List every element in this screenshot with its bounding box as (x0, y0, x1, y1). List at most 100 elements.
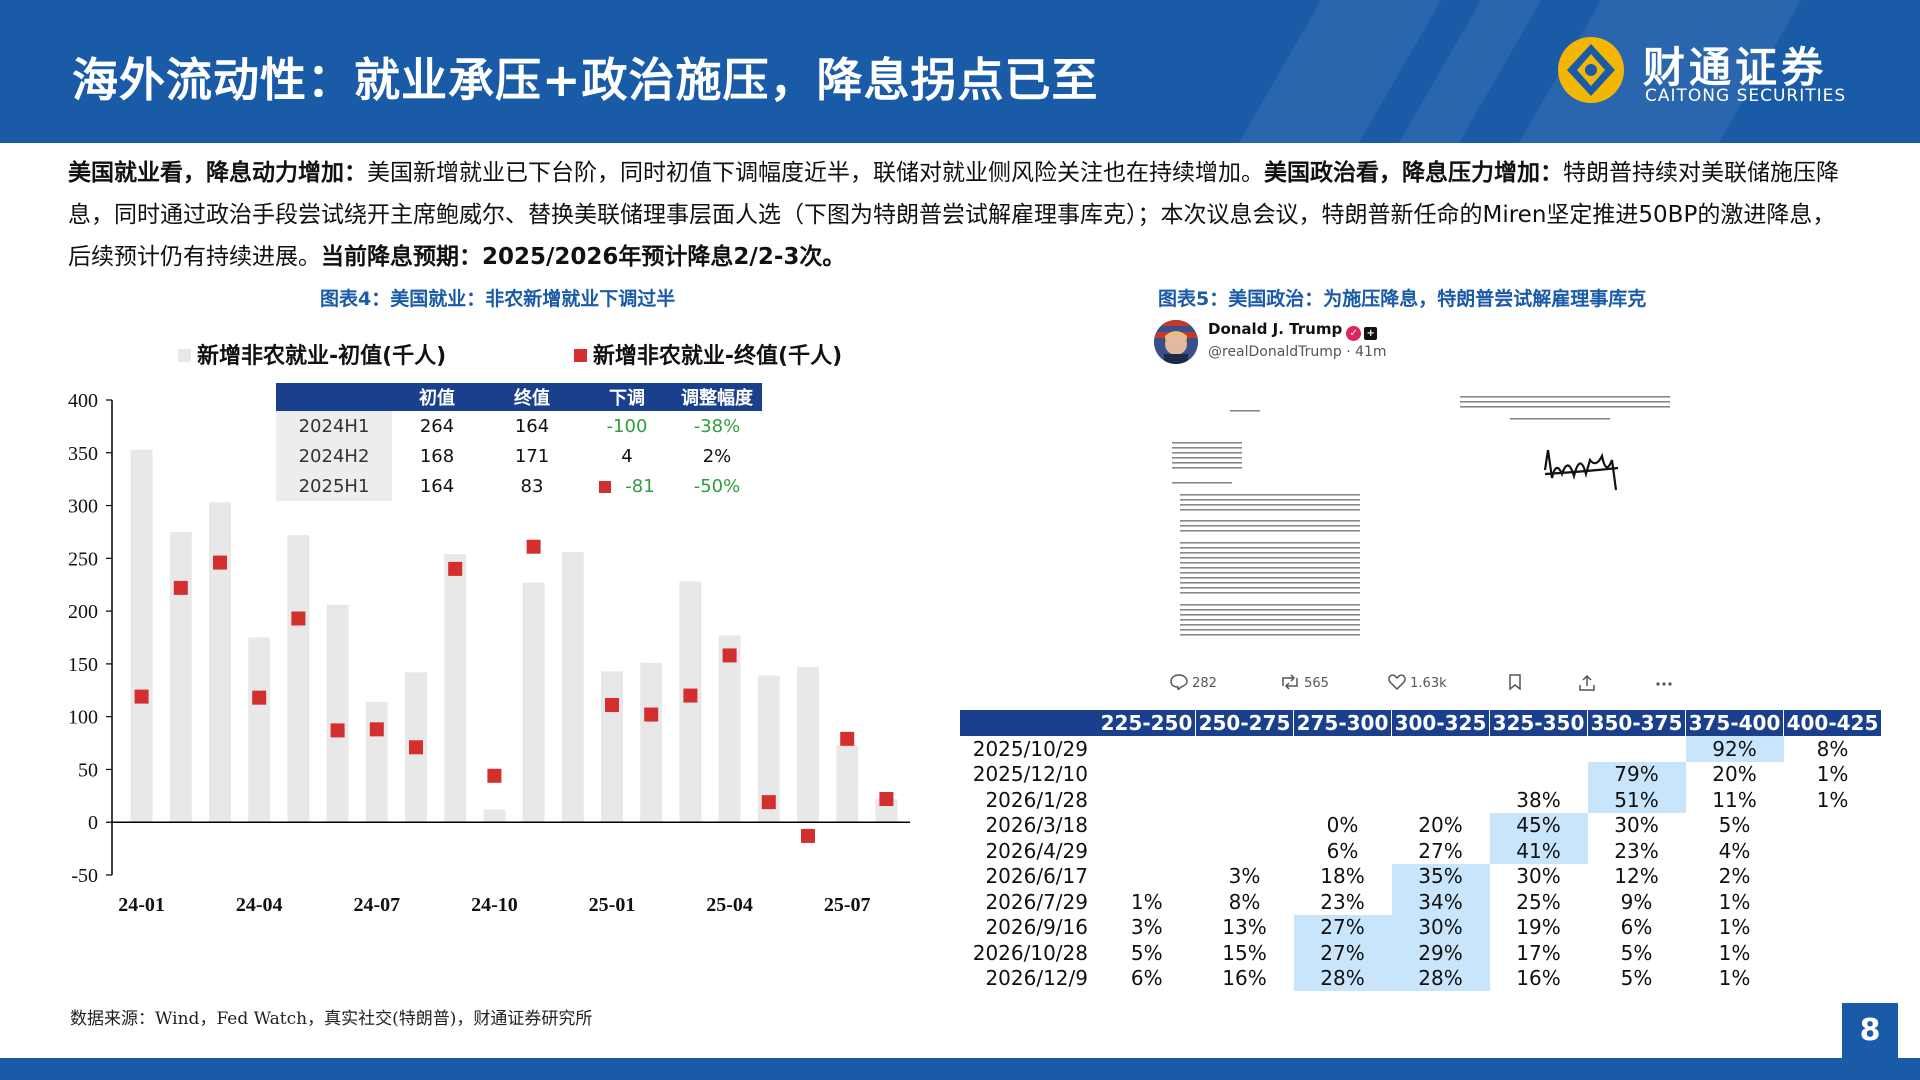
y-tick-label: 50 (78, 759, 98, 781)
fedwatch-prob-cell (1196, 787, 1294, 813)
y-tick-label: 250 (68, 548, 98, 570)
initial-value-bar (797, 667, 819, 823)
legend-final-swatch (573, 349, 587, 362)
final-value-marker (879, 792, 894, 806)
heart-icon (1388, 674, 1406, 691)
avatar[interactable] (1154, 320, 1198, 364)
signature-icon (1543, 449, 1619, 491)
letter-text-line (1180, 504, 1360, 506)
letter-text-line (1172, 462, 1242, 464)
like-action[interactable]: 1.63k (1388, 674, 1447, 691)
letter-text-line (1180, 629, 1360, 631)
fedwatch-prob-cell: 27% (1293, 914, 1392, 940)
bookmark-action[interactable] (1508, 674, 1522, 695)
tweet-author-name[interactable]: Donald J. Trump ✓ + (1208, 320, 1378, 341)
reply-action[interactable]: 282 (1170, 674, 1217, 691)
initial-value-bar (209, 502, 231, 823)
y-tick-label: -50 (71, 865, 98, 887)
initial-value-bar (326, 604, 349, 823)
logo-text-cn: 财通证券 (1643, 43, 1828, 92)
fedwatch-col-header: 275-300 (1293, 710, 1392, 736)
letter-text-line (1180, 562, 1360, 564)
final-value-marker (487, 768, 502, 783)
table-row: 2026/12/9 6% 16% 28% 28% 16% 5% 1% (960, 965, 1882, 992)
fedwatch-prob-cell: 1% (1718, 915, 1751, 940)
company-logo: 财通证券 CAITONG SECURITIES (1555, 30, 1885, 115)
share-action[interactable] (1578, 674, 1596, 696)
letter-text-line (1180, 542, 1360, 544)
initial-value-bar (601, 671, 623, 823)
fedwatch-prob-cell: 30% (1516, 864, 1561, 889)
fedwatch-date-cell: 2026/6/17 (985, 864, 1088, 889)
revision-cell: 264 (392, 411, 482, 441)
repost-action[interactable]: 565 (1280, 674, 1329, 691)
table-row: 2026/7/29 1% 8% 23% 34% 25% 9% 1% (960, 889, 1882, 915)
fedwatch-prob-cell (1098, 864, 1196, 890)
fedwatch-prob-cell: 18% (1320, 864, 1365, 889)
fedwatch-date-cell: 2026/4/29 (985, 838, 1088, 863)
table-row: 2025H1 164 83 -81 -50% (276, 471, 762, 501)
revision-table-header: 初值 终值 下调 调整幅度 (276, 383, 762, 411)
table-row: 2026/9/16 3% 13% 27% 30% 19% 6% 1% (960, 914, 1882, 941)
fedwatch-col-header: 300-325 (1391, 710, 1490, 736)
fedwatch-prob-cell (1784, 966, 1882, 992)
fedwatch-prob-cell: 2% (1718, 864, 1751, 889)
revision-col-final: 终值 (482, 383, 582, 411)
letter-text-line (1180, 572, 1360, 574)
fedwatch-prob-cell (1392, 736, 1490, 762)
more-action[interactable] (1654, 674, 1674, 694)
x-tick-label: 24-10 (471, 894, 518, 916)
fedwatch-prob-cell: 5% (1718, 813, 1751, 838)
fedwatch-prob-cell: 3% (1130, 915, 1163, 940)
revision-cell: 2024H2 (276, 441, 392, 471)
fedwatch-col-header: 375-400 (1685, 710, 1784, 736)
y-tick-label: 100 (68, 707, 98, 729)
fedwatch-date-cell: 2026/9/16 (985, 915, 1088, 940)
letter-text-line (1180, 520, 1360, 522)
fedwatch-prob-cell (1196, 762, 1294, 788)
letter-text-line (1172, 447, 1242, 449)
fedwatch-prob-cell: 1% (1816, 762, 1849, 787)
intro-politics-text: 特朗普持续对美联储施压降息，同时通过政治手段尝试绕开主席鲍威尔、替换美联储理事层… (68, 160, 1839, 270)
fedwatch-prob-cell (1784, 813, 1882, 839)
fedwatch-prob-cell: 27% (1418, 838, 1463, 863)
initial-value-bar (561, 552, 584, 823)
tweet-actions: 282 565 1.63k (1170, 674, 1690, 698)
fedwatch-col-date (960, 710, 1098, 736)
final-value-marker (448, 561, 463, 576)
letter-text-line (1230, 410, 1260, 412)
initial-value-bar (483, 809, 506, 823)
revision-cell: 171 (482, 441, 582, 471)
share-icon (1579, 674, 1595, 691)
fedwatch-prob-cell: 92% (1685, 736, 1784, 762)
header-bar: 海外流动性：就业承压+政治施压，降息拐点已至 财通证券 CAITONG SECU… (0, 0, 1920, 143)
fedwatch-prob-cell (1784, 915, 1882, 941)
table-row: 2026/6/17 3% 18% 35% 30% 12% 2% (960, 863, 1882, 890)
legend-initial-label: 新增非农就业-初值(千人) (197, 344, 447, 369)
letter-text-line (1172, 482, 1232, 484)
final-value-marker (644, 707, 659, 722)
tweet-handle: @realDonaldTrump · 41m (1208, 344, 1387, 360)
initial-value-bar (365, 701, 388, 823)
initial-value-bar (757, 675, 780, 823)
final-value-marker (173, 580, 188, 595)
fedwatch-prob-cell: 16% (1516, 966, 1561, 991)
final-value-marker (369, 722, 384, 737)
letter-text-line (1172, 457, 1242, 459)
letter-text-line (1180, 530, 1360, 532)
fedwatch-date-cell: 2026/1/28 (985, 787, 1088, 812)
fedwatch-date-cell: 2026/12/9 (985, 966, 1088, 991)
table-row: 2026/1/28 38% 51% 11% 1% (960, 787, 1882, 813)
final-value-marker (722, 648, 737, 663)
letter-text-line (1460, 401, 1670, 403)
fedwatch-prob-cell: 6% (1130, 966, 1163, 991)
letter-text-line (1172, 452, 1242, 454)
affiliate-badge-icon: + (1364, 327, 1378, 340)
letter-text-line (1180, 499, 1360, 501)
fedwatch-prob-cell: 6% (1620, 915, 1653, 940)
fedwatch-table: 225-250 250-275 275-300 300-325 325-350 350-3… (960, 710, 1882, 991)
table-row: 2026/4/29 6% 27% 41% 23% 4% (960, 838, 1882, 864)
fedwatch-prob-cell: 15% (1222, 940, 1267, 965)
tweet-author-name-text: Donald J. Trump (1208, 320, 1343, 338)
fedwatch-prob-cell: 20% (1712, 762, 1757, 787)
